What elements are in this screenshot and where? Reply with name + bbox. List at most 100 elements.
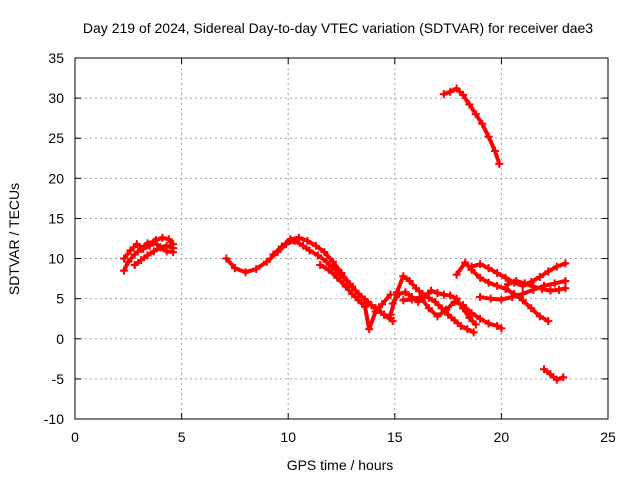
series-arc-6	[318, 263, 393, 332]
data-point-marker	[535, 273, 544, 282]
data-point-marker	[360, 302, 369, 311]
data-point-marker	[354, 296, 363, 305]
data-point-marker	[540, 365, 549, 374]
data-point-marker	[277, 242, 286, 251]
data-point-marker	[497, 295, 506, 304]
data-point-marker	[456, 321, 465, 330]
data-point-marker	[503, 280, 512, 289]
data-point-marker	[324, 265, 333, 274]
data-point-marker	[341, 282, 350, 291]
data-point-marker	[471, 320, 480, 329]
y-tick-label: 10	[48, 251, 64, 267]
data-point-marker	[459, 90, 468, 99]
data-point-marker	[476, 293, 485, 302]
y-tick-label: -10	[44, 411, 64, 427]
data-point-marker	[314, 251, 323, 260]
data-point-marker	[433, 289, 442, 298]
data-point-marker	[508, 293, 517, 302]
chart-title: Day 219 of 2024, Sidereal Day-to-day VTE…	[83, 20, 593, 36]
data-point-marker	[137, 256, 146, 265]
data-point-marker	[346, 280, 355, 289]
data-point-marker	[395, 289, 404, 298]
data-point-marker	[476, 314, 485, 323]
data-point-marker	[493, 321, 502, 330]
data-point-marker	[137, 244, 146, 253]
data-point-marker	[328, 257, 337, 266]
data-point-marker	[388, 299, 397, 308]
data-point-marker	[162, 241, 171, 250]
x-tick-label: 5	[178, 429, 186, 445]
data-point-marker	[471, 110, 480, 119]
data-point-marker	[439, 90, 448, 99]
data-point-marker	[252, 264, 261, 273]
data-point-marker	[230, 264, 239, 273]
data-point-marker	[316, 260, 325, 269]
data-point-marker	[484, 264, 493, 273]
data-point-marker	[484, 278, 493, 287]
data-point-marker	[461, 258, 470, 267]
data-point-marker	[169, 244, 178, 253]
x-tick-label: 25	[600, 429, 616, 445]
data-point-marker	[463, 325, 472, 334]
y-tick-label: 35	[48, 50, 64, 66]
x-tick-label: 0	[71, 429, 79, 445]
data-point-marker	[399, 296, 408, 305]
data-point-marker	[550, 279, 559, 288]
data-point-marker	[491, 147, 500, 156]
data-point-marker	[520, 279, 529, 288]
data-point-marker	[518, 289, 527, 298]
data-point-marker	[401, 288, 410, 297]
data-point-marker	[386, 290, 395, 299]
data-point-marker	[467, 309, 476, 318]
data-point-marker	[412, 284, 421, 293]
data-point-marker	[130, 260, 139, 269]
data-point-marker	[124, 257, 133, 266]
data-point-marker	[424, 293, 433, 302]
data-point-marker	[452, 270, 461, 279]
data-point-marker	[286, 235, 295, 244]
data-point-marker	[486, 294, 495, 303]
y-axis-label: SDTVAR / TECUs	[6, 183, 22, 295]
data-point-marker	[493, 268, 502, 277]
data-point-marker	[465, 100, 474, 109]
data-point-marker	[149, 247, 158, 256]
data-point-marker	[132, 240, 141, 249]
data-point-marker	[495, 159, 504, 168]
data-point-marker	[465, 313, 474, 322]
data-point-marker	[120, 266, 129, 275]
data-point-marker	[222, 254, 231, 263]
data-point-marker	[120, 254, 129, 263]
y-tick-label: 20	[48, 170, 64, 186]
data-point-marker	[476, 273, 485, 282]
data-point-marker	[388, 317, 397, 326]
y-tick-label: 0	[56, 331, 64, 347]
data-point-marker	[126, 246, 135, 255]
data-point-marker	[484, 132, 493, 141]
y-tick-label: 5	[56, 291, 64, 307]
y-tick-label: 15	[48, 210, 64, 226]
data-point-marker	[469, 328, 478, 337]
data-point-marker	[527, 304, 536, 313]
data-point-marker	[444, 310, 453, 319]
data-point-marker	[497, 324, 506, 333]
x-axis-label: GPS time / hours	[287, 457, 394, 473]
data-point-marker	[431, 297, 440, 306]
data-point-marker	[269, 250, 278, 259]
data-point-marker	[450, 316, 459, 325]
data-point-marker	[441, 305, 450, 314]
data-point-marker	[552, 262, 561, 271]
data-point-marker	[554, 285, 563, 294]
data-point-marker	[241, 268, 250, 277]
data-point-marker	[143, 239, 152, 248]
data-point-marker	[535, 312, 544, 321]
data-point-marker	[424, 304, 433, 313]
data-point-marker	[407, 295, 416, 304]
series-arc-10	[454, 260, 551, 324]
data-point-marker	[149, 237, 158, 246]
data-point-marker	[333, 273, 342, 282]
data-point-marker	[529, 282, 538, 291]
data-point-marker	[544, 317, 553, 326]
data-point-marker	[427, 286, 436, 295]
data-point-marker	[552, 375, 561, 384]
